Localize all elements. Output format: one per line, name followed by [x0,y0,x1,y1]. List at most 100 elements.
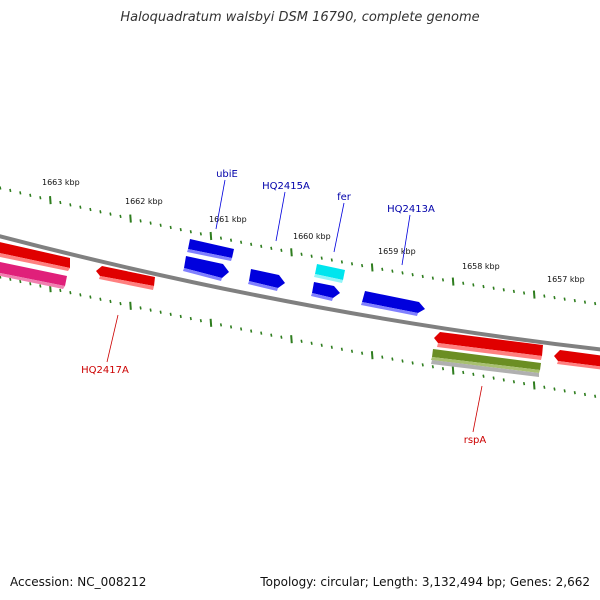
inner-scale-tick [59,288,62,293]
scale-label-1660: 1660 kbp [293,232,331,241]
inner-scale-tick [370,351,374,360]
gene-HQ2413A[interactable] [361,291,425,316]
outer-scale-tick [300,252,303,256]
inner-scale-tick [89,295,92,299]
gene-HQ2415A[interactable] [248,269,285,291]
gene-right-red[interactable] [554,350,600,370]
gene-ubiE[interactable] [187,239,234,261]
inner-scale-tick [159,310,162,314]
gene-forward-2[interactable] [183,256,229,281]
inner-scale-tick [462,370,465,375]
inner-scale-tick [240,327,243,331]
inner-scale-tick [340,347,343,351]
inner-scale-tick [502,378,505,382]
inner-scale-ticks [0,275,597,398]
inner-scale-tick [492,376,495,380]
inner-scale-tick [330,345,333,349]
outer-scale-tick [89,207,92,212]
inner-scale-tick [350,349,354,353]
outer-scale-tick [563,297,566,301]
outer-scale-tick [49,196,52,205]
label-HQ2415A[interactable]: HQ2415A [262,181,310,192]
inner-scale-tick [532,381,536,390]
outer-scale-tick [169,225,172,230]
inner-scale-tick [553,387,556,391]
inner-scale-tick [583,392,587,397]
outer-scale-tick [29,193,32,197]
inner-scale-tick [219,323,223,327]
feature-gray[interactable] [431,360,539,377]
gene-rspA[interactable] [434,332,543,360]
outer-scale-tick [9,188,12,193]
label-ubiE[interactable]: ubiE [216,169,238,180]
inner-scale-tick [290,335,293,344]
inner-scale-tick [39,284,42,288]
gene-left-red-1[interactable] [0,241,70,271]
inner-scale-tick [300,339,303,343]
outer-scale-tick [594,301,597,306]
inner-scale-tick [9,277,12,281]
inner-scale-tick [149,308,152,312]
outer-scale-tick [350,262,354,266]
label-HQ2413A[interactable]: HQ2413A [387,204,435,215]
outer-scale-tick [209,231,213,241]
inner-scale-tick [260,331,263,335]
outer-scale-tick [361,263,364,268]
gene-fer[interactable] [314,264,345,283]
inner-scale-tick [209,318,213,327]
inner-scale-tick [391,357,394,361]
inner-scale-tick [119,301,122,306]
inner-scale-tick [431,365,434,369]
outer-scale-tick [99,210,102,214]
outer-scale-tick [139,219,142,223]
outer-scale-tick [320,256,323,260]
inner-scale-tick [99,297,102,301]
inner-scale-tick [229,325,233,329]
inner-scale-tick [29,282,32,286]
outer-scale-tick [502,288,505,292]
feature-olive[interactable] [431,349,541,373]
accession-label: Accession: NC_008212 [10,575,147,589]
outer-scale-tick [543,294,546,298]
genome-backbone [0,234,600,352]
outer-scale-tick [411,273,414,277]
outer-scale-tick [240,240,243,244]
inner-scale-tick [381,355,384,359]
outer-scale-tick [219,236,223,240]
outer-scale-tick [79,205,82,209]
outer-scale-tick [290,248,293,257]
inner-scale-tick [482,374,485,378]
inner-scale-tick [522,381,526,386]
inner-scale-tick [573,391,576,395]
outer-scale-ticks [0,186,597,306]
feature-left-pink[interactable] [0,261,67,289]
label-rspA[interactable]: rspA [464,435,487,446]
label-HQ2417A[interactable]: HQ2417A [81,365,129,376]
scale-label-1657: 1657 kbp [547,275,585,284]
outer-scale-tick [532,290,536,299]
inner-scale-tick [451,366,455,375]
outer-scale-tick [19,191,22,195]
outer-scale-tick [179,227,182,232]
inner-scale-tick [512,380,515,384]
outer-scale-tick [553,295,556,300]
inner-scale-tick [129,301,132,310]
inner-scale-tick [270,333,273,337]
outer-scale-tick [370,263,374,272]
scale-label-1662: 1662 kbp [125,197,163,206]
leader-HQ2415A [275,191,286,242]
outer-scale-tick [441,278,445,282]
scale-label-1661: 1661 kbp [209,215,247,224]
outer-scale-tick [229,238,233,242]
genome-summary: Topology: circular; Length: 3,132,494 bp… [260,575,590,589]
outer-scale-tick [522,291,526,295]
outer-scale-tick [462,281,465,285]
outer-scale-tick [310,254,313,258]
inner-scale-tick [310,341,313,345]
outer-scale-tick [59,200,62,205]
label-fer[interactable]: fer [337,192,352,203]
gene-forward-fer-lower[interactable] [311,282,340,301]
gene-HQ2417A[interactable] [96,266,155,290]
leader-rspA [472,385,483,433]
